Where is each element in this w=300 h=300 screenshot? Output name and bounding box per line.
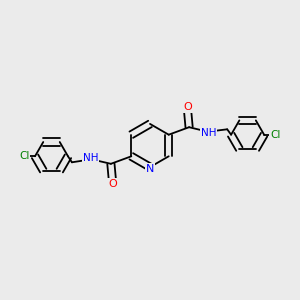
Text: N: N — [146, 164, 154, 174]
Text: NH: NH — [83, 153, 98, 163]
Text: O: O — [108, 179, 117, 189]
Text: O: O — [183, 102, 192, 112]
Text: Cl: Cl — [19, 151, 30, 161]
Text: NH: NH — [201, 128, 216, 138]
Text: Cl: Cl — [270, 130, 280, 140]
